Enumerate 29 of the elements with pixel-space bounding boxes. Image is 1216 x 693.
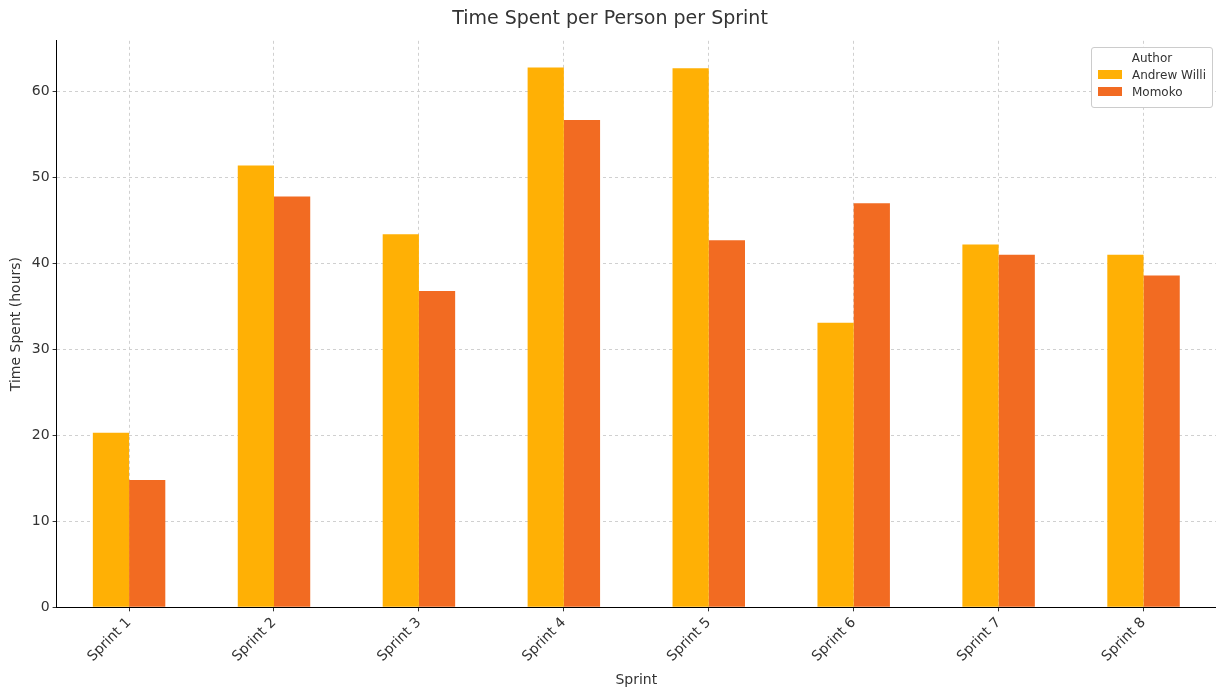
y-tick-label: 40 [31, 254, 50, 271]
bar [382, 234, 419, 607]
bar [998, 254, 1035, 607]
bar [962, 244, 999, 607]
bar [92, 432, 130, 607]
bar [129, 480, 166, 607]
bar [527, 67, 564, 607]
legend-label: Andrew Willi [1131, 67, 1206, 82]
y-tick-label: 0 [40, 597, 50, 614]
y-tick-label: 10 [31, 512, 50, 528]
y-tick-label: 30 [31, 340, 50, 357]
bar [237, 165, 274, 607]
bar [672, 68, 709, 607]
bar [853, 203, 890, 607]
y-tick-label: 20 [31, 426, 50, 443]
x-axis-title: Sprint [615, 671, 658, 688]
bar [274, 196, 311, 607]
bar [563, 119, 601, 607]
y-tick-label: 50 [31, 168, 50, 185]
legend-title: Author [1130, 50, 1174, 65]
bar [418, 290, 456, 607]
chart-title: Time Spent per Person per Sprint [451, 6, 768, 29]
bar [1107, 254, 1144, 607]
legend-label: Momoko [1131, 84, 1183, 99]
y-axis-title: Time Spent (hours) [7, 256, 24, 393]
bar [1143, 275, 1180, 607]
y-tick-label: 60 [31, 82, 50, 99]
bar [817, 322, 854, 607]
bar [708, 240, 745, 607]
